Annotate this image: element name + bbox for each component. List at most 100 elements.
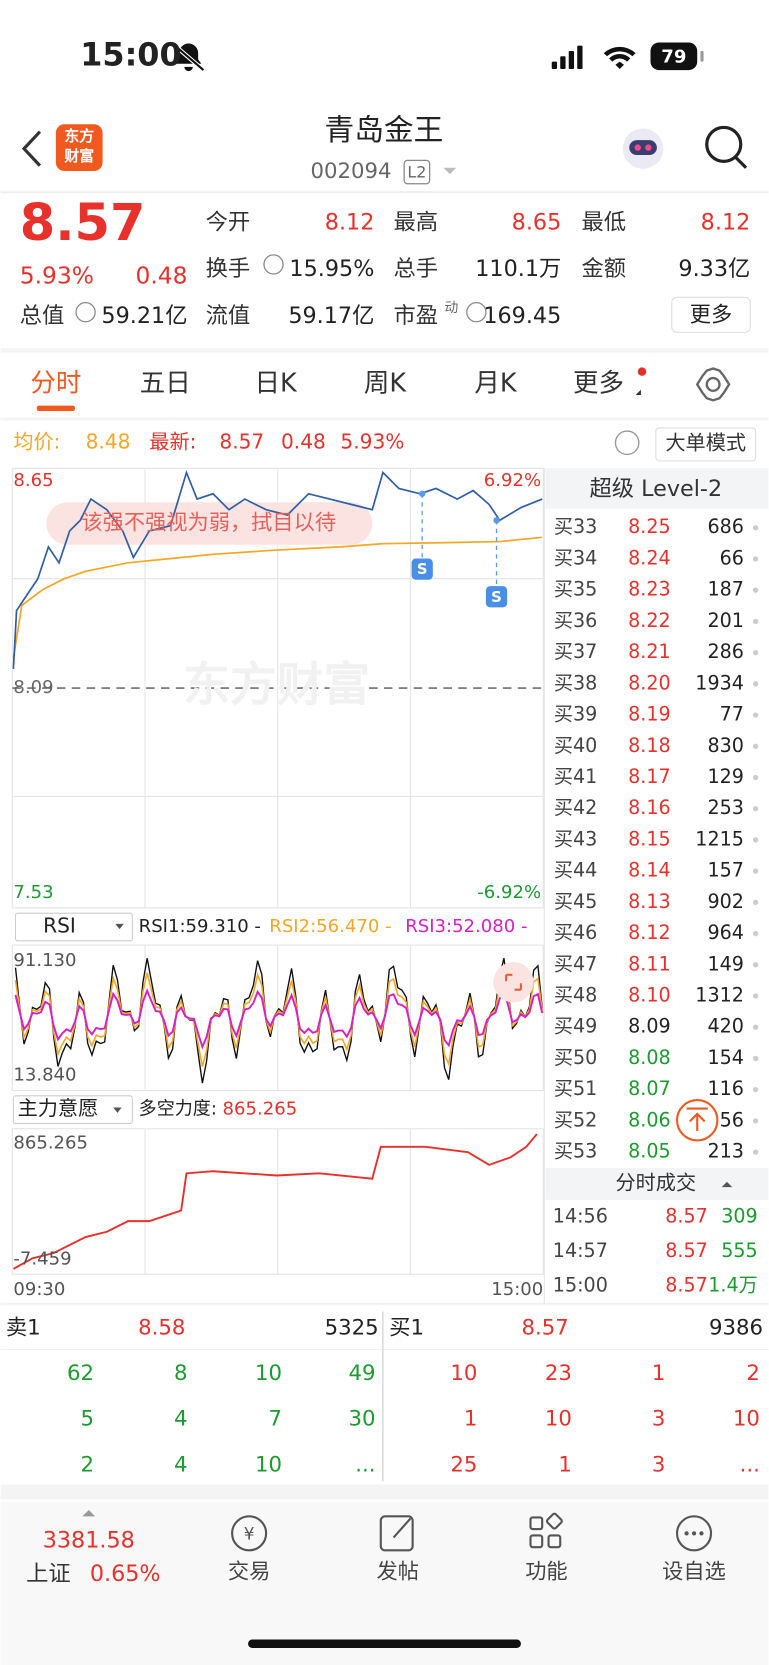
queue-order: 10 <box>733 1407 760 1432</box>
battery-level: 79 <box>661 46 686 67</box>
bid-price: 8.17 <box>628 765 671 788</box>
bid-price: 8.08 <box>628 1046 671 1069</box>
robot-icon <box>622 128 664 169</box>
mode-button[interactable] <box>655 427 757 462</box>
trade-price: 8.57 <box>665 1239 708 1262</box>
scroll-top-button[interactable] <box>675 1099 719 1142</box>
queue-order: 10 <box>255 1452 282 1477</box>
marker-box[interactable] <box>485 586 508 608</box>
marker-dot <box>493 517 500 524</box>
y-label: 13.840 <box>13 1065 76 1086</box>
tab[interactable]: 周K <box>364 368 407 398</box>
tab[interactable]: 五日 <box>140 368 191 398</box>
tab[interactable]: 更多 <box>573 368 624 398</box>
badge-dot <box>637 367 647 376</box>
annotation-pill <box>46 502 373 545</box>
bid-volume: 213 <box>707 1140 743 1163</box>
main-force-line <box>12 1133 538 1270</box>
bid-level: 买38 <box>554 671 597 694</box>
search-button[interactable] <box>705 125 748 169</box>
home-indicator <box>248 1639 521 1649</box>
avg-value: 8.48 <box>86 429 131 453</box>
row-dot <box>752 587 759 593</box>
marker-label[interactable]: S <box>417 560 428 578</box>
mode-button-label[interactable]: 大单模式 <box>665 430 746 454</box>
bid-volume: 201 <box>707 609 743 632</box>
bid-price: 8.13 <box>628 890 671 913</box>
annotation: 该强不强视为弱，拭目以待 <box>81 510 336 535</box>
trade-time: 15:00 <box>553 1273 608 1296</box>
trade-volume: 555 <box>721 1239 757 1262</box>
row-dot <box>752 681 759 687</box>
bid-price: 8.20 <box>628 671 671 694</box>
marker-label[interactable]: S <box>491 588 502 606</box>
bid-volume: 77 <box>720 703 744 726</box>
bid-volume: 902 <box>707 890 743 913</box>
bid-level: 买39 <box>554 703 597 726</box>
queue-order: 1 <box>558 1452 572 1477</box>
bid-volume: 1312 <box>695 984 744 1007</box>
y-label: 8.65 <box>13 470 53 491</box>
stat-value: 8.12 <box>325 209 375 235</box>
back-button[interactable] <box>21 130 42 167</box>
bid-level: 买33 <box>554 515 597 538</box>
tab[interactable]: 月K <box>474 368 517 398</box>
bid-level: 买35 <box>554 578 597 601</box>
stat-label: 总手 <box>394 256 439 282</box>
yen-icon: ¥ <box>244 1524 255 1544</box>
expand-icon <box>505 973 523 991</box>
bid-volume: 116 <box>707 1077 743 1100</box>
y2-label: 6.92% <box>484 470 541 491</box>
change-pct: 5.93% <box>20 262 94 290</box>
more-button[interactable] <box>671 296 751 333</box>
latest-change-pct: 5.93% <box>340 429 404 453</box>
row-dot <box>752 1149 759 1155</box>
queue-order: 8 <box>174 1361 188 1386</box>
book-price: 8.57 <box>521 1315 568 1340</box>
bid-price: 8.23 <box>628 578 671 601</box>
last-price: 8.57 <box>20 194 146 253</box>
settings-button[interactable] <box>695 367 731 402</box>
tab[interactable]: 分时 <box>30 368 81 398</box>
row-dot <box>752 743 759 749</box>
index-name[interactable]: 上证 <box>26 1561 71 1587</box>
bid-level: 买43 <box>554 827 597 850</box>
row-dot <box>752 993 759 999</box>
trade-volume: 1.4万 <box>708 1273 758 1296</box>
marker-box[interactable] <box>411 558 433 580</box>
tab[interactable]: 日K <box>255 368 298 398</box>
book-label: 买1 <box>389 1315 424 1340</box>
indicator-select[interactable] <box>12 1095 133 1124</box>
time-label: 09:30 <box>13 1279 65 1300</box>
help-icon[interactable] <box>614 430 640 456</box>
indicator-name[interactable]: RSI <box>43 914 76 938</box>
stock-name: 青岛金王 <box>325 113 444 148</box>
trade-price: 8.57 <box>665 1204 708 1227</box>
row-dot <box>752 806 759 812</box>
nav-item[interactable]: 交易 <box>228 1560 270 1585</box>
stat-value: 59.21亿 <box>101 303 187 329</box>
bid-level: 买52 <box>554 1108 597 1131</box>
nav-item[interactable]: 功能 <box>525 1560 567 1585</box>
stat-label: 最低 <box>581 209 626 235</box>
book-volume: 9386 <box>709 1315 763 1340</box>
nav-item[interactable]: 设自选 <box>662 1560 726 1585</box>
indicator-name[interactable]: 主力意愿 <box>18 1096 99 1120</box>
y2-label: -6.92% <box>477 882 541 903</box>
index-pct[interactable]: 0.65% <box>90 1561 161 1587</box>
row-dot <box>752 868 759 874</box>
indicator-select[interactable] <box>14 912 133 942</box>
bid-volume: 157 <box>707 859 743 882</box>
queue-order: ... <box>740 1452 760 1477</box>
y-label: 91.130 <box>13 950 76 971</box>
more-button-label[interactable]: 更多 <box>690 302 732 327</box>
bid-level: 买46 <box>554 921 597 944</box>
bid-level: 买34 <box>554 546 597 569</box>
bid-price: 8.10 <box>628 984 671 1007</box>
book-price: 8.58 <box>138 1315 185 1340</box>
expand-button[interactable] <box>493 962 534 1003</box>
nav-item[interactable]: 发帖 <box>377 1560 419 1585</box>
latest-label: 最新: <box>149 429 196 453</box>
index-value[interactable]: 3381.58 <box>43 1527 135 1553</box>
